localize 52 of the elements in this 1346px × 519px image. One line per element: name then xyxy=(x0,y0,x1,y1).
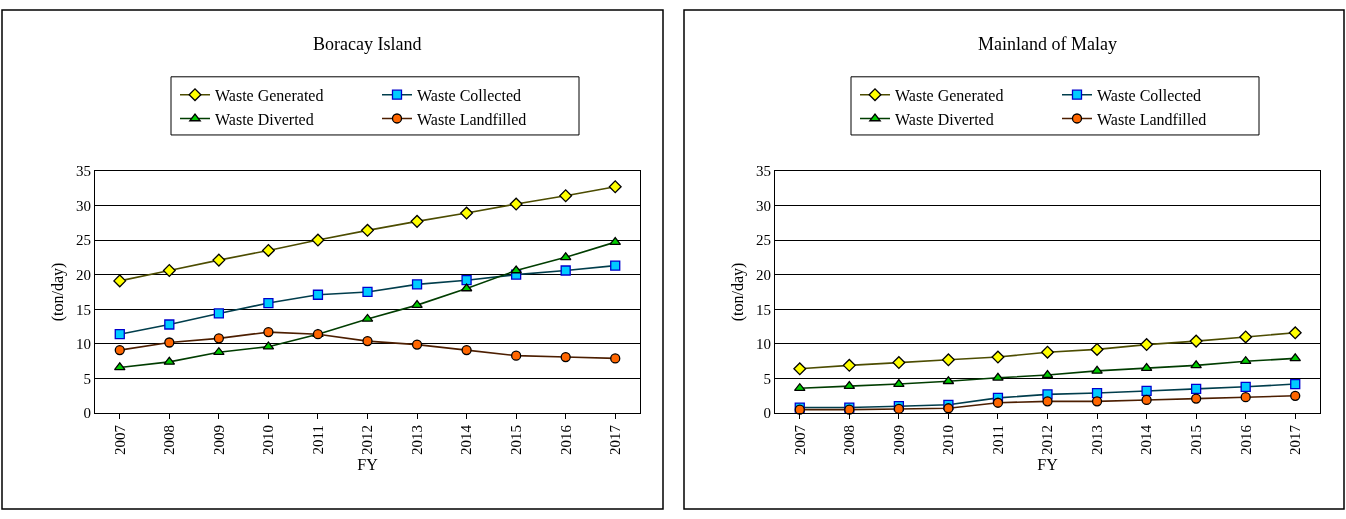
legend-label: Waste Generated xyxy=(215,86,324,104)
y-tick-label: 35 xyxy=(76,163,91,180)
y-tick-label: 25 xyxy=(76,232,91,249)
y-axis-title: (ton/day) xyxy=(728,262,747,322)
y-tick-label: 0 xyxy=(763,405,771,422)
chart-title: Mainland of Malay xyxy=(978,34,1117,54)
x-tick-label: 2016 xyxy=(1237,424,1254,456)
x-axis-title: FY xyxy=(357,455,379,473)
y-tick-label: 15 xyxy=(756,301,771,318)
legend-label: Waste Collected xyxy=(1097,86,1202,104)
x-tick-label: 2009 xyxy=(890,425,907,456)
y-tick-label: 10 xyxy=(76,336,91,353)
x-tick-label: 2012 xyxy=(1039,425,1056,456)
x-tick-label: 2014 xyxy=(1138,424,1155,456)
legend-label: Waste Diverted xyxy=(215,110,314,128)
y-tick-label: 20 xyxy=(756,266,771,283)
y-axis-title: (ton/day) xyxy=(48,262,67,322)
y-tick-label: 30 xyxy=(756,197,771,214)
y-tick-label: 5 xyxy=(83,370,91,387)
x-tick-label: 2011 xyxy=(309,425,326,455)
y-tick-label: 35 xyxy=(756,163,771,180)
y-tick-label: 0 xyxy=(83,405,91,422)
x-axis-title: FY xyxy=(1037,455,1059,473)
x-tick-label: 2008 xyxy=(161,425,178,456)
x-tick-label: 2017 xyxy=(607,424,624,456)
y-tick-label: 30 xyxy=(76,197,91,214)
x-tick-label: 2013 xyxy=(408,425,425,456)
y-tick-label: 25 xyxy=(756,232,771,249)
x-tick-label: 2015 xyxy=(508,425,525,456)
x-tick-label: 2014 xyxy=(458,424,475,456)
x-tick-label: 2010 xyxy=(260,425,277,456)
x-tick-label: 2011 xyxy=(989,425,1006,455)
x-tick-label: 2010 xyxy=(940,425,957,456)
x-tick-label: 2015 xyxy=(1188,425,1205,456)
x-tick-label: 2008 xyxy=(841,425,858,456)
y-tick-label: 20 xyxy=(76,266,91,283)
x-tick-label: 2007 xyxy=(791,424,808,456)
x-tick-label: 2016 xyxy=(557,424,574,456)
x-tick-label: 2013 xyxy=(1088,425,1105,456)
x-tick-label: 2007 xyxy=(111,424,128,456)
y-tick-label: 10 xyxy=(756,336,771,353)
chart-title: Boracay Island xyxy=(313,34,422,54)
legend-label: Waste Diverted xyxy=(895,110,994,128)
legend-label: Waste Landfilled xyxy=(1097,110,1207,128)
x-tick-label: 2009 xyxy=(210,425,227,456)
legend-label: Waste Generated xyxy=(895,86,1004,104)
legend-label: Waste Collected xyxy=(417,86,522,104)
y-tick-label: 5 xyxy=(763,370,771,387)
legend-label: Waste Landfilled xyxy=(417,110,527,128)
x-tick-label: 2012 xyxy=(359,425,376,456)
y-tick-label: 15 xyxy=(76,301,91,318)
x-tick-label: 2017 xyxy=(1287,424,1304,456)
